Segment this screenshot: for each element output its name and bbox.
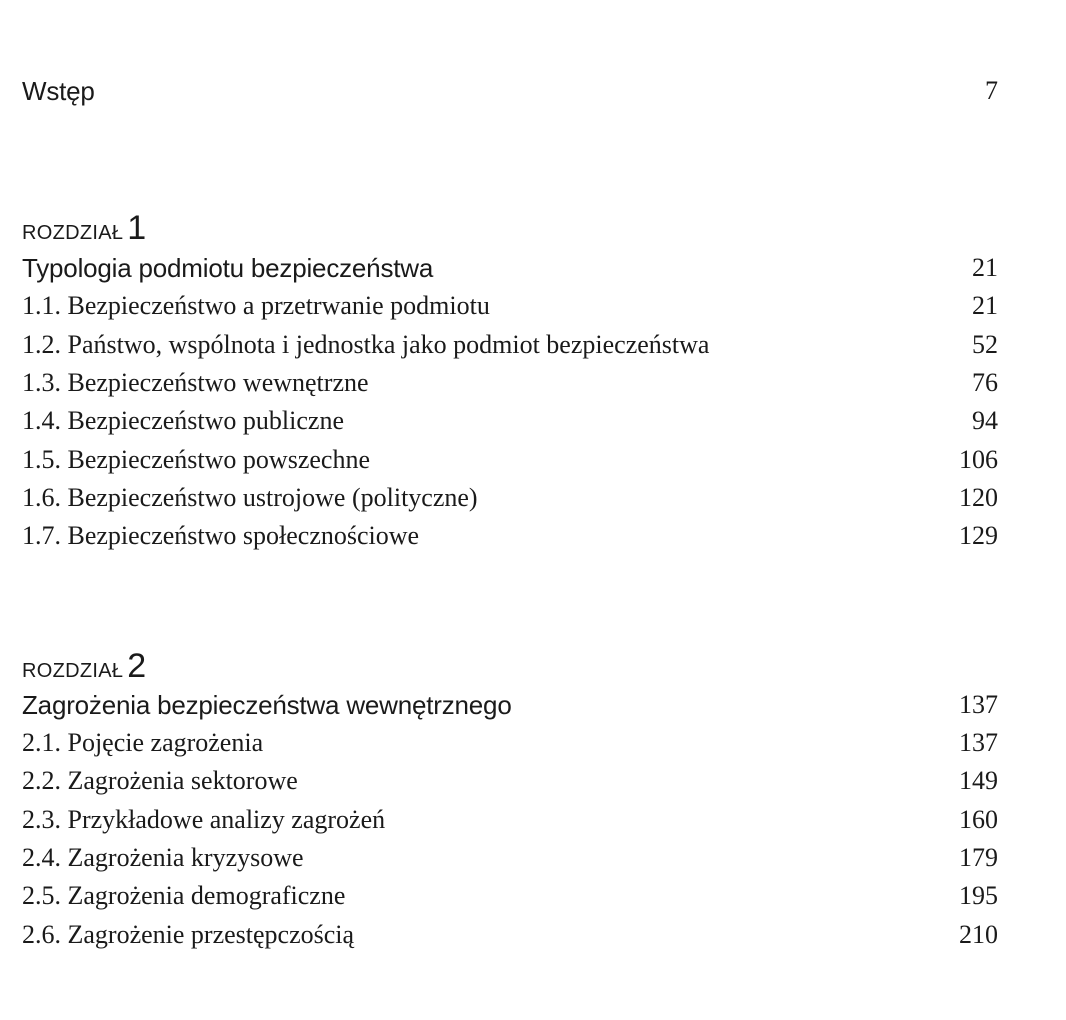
entry-page: 210 xyxy=(959,920,998,949)
chapter-heading-1: ROZDZIAŁ 1 xyxy=(22,208,146,248)
entry-page: 94 xyxy=(972,406,998,435)
toc-entry: 2.5. Zagrożenia demograficzne 195 xyxy=(22,877,998,915)
entry-title: 2.4. Zagrożenia kryzysowe xyxy=(22,843,304,872)
entry-title: 2.5. Zagrożenia demograficzne xyxy=(22,881,346,910)
entry-page: 179 xyxy=(959,843,998,872)
entry-page: 137 xyxy=(959,728,998,757)
toc-entry: 1.5. Bezpieczeństwo powszechne 106 xyxy=(22,441,998,479)
entry-title: 1.5. Bezpieczeństwo powszechne xyxy=(22,445,370,474)
entry-title: Typologia podmiotu bezpieczeństwa xyxy=(22,253,434,283)
toc-entry: 1.7. Bezpieczeństwo społecznościowe 129 xyxy=(22,517,998,555)
entry-page: 21 xyxy=(972,291,998,320)
toc-entry: 2.6. Zagrożenie przestępczością 210 xyxy=(22,916,998,954)
entry-page: 149 xyxy=(959,766,998,795)
toc-entry-chapter-1: Typologia podmiotu bezpieczeństwa 21 xyxy=(22,249,998,287)
entry-page: 76 xyxy=(972,368,998,397)
entry-title: 1.6. Bezpieczeństwo ustrojowe (polityczn… xyxy=(22,483,478,512)
entry-page: 120 xyxy=(959,483,998,512)
chapter-heading-2: ROZDZIAŁ 2 xyxy=(22,646,146,686)
entry-page: 129 xyxy=(959,521,998,550)
entry-title: 2.2. Zagrożenia sektorowe xyxy=(22,766,298,795)
toc-entry: 1.6. Bezpieczeństwo ustrojowe (polityczn… xyxy=(22,479,998,517)
entry-page: 52 xyxy=(972,330,998,359)
toc-entry: 1.4. Bezpieczeństwo publiczne 94 xyxy=(22,402,998,440)
entry-page: 137 xyxy=(959,690,998,719)
entry-page: 7 xyxy=(985,76,998,105)
toc-entry: 2.2. Zagrożenia sektorowe 149 xyxy=(22,762,998,800)
entry-title: 1.4. Bezpieczeństwo publiczne xyxy=(22,406,344,435)
entry-title: 2.6. Zagrożenie przestępczością xyxy=(22,920,355,949)
entry-title: 1.3. Bezpieczeństwo wewnętrzne xyxy=(22,368,369,397)
entry-title: 2.1. Pojęcie zagrożenia xyxy=(22,728,264,757)
entry-page: 195 xyxy=(959,881,998,910)
toc-entry: 2.3. Przykładowe analizy zagrożeń 160 xyxy=(22,801,998,839)
entry-title: 1.2. Państwo, wspólnota i jednostka jako… xyxy=(22,330,710,359)
entry-title: Zagrożenia bezpieczeństwa wewnętrznego xyxy=(22,690,512,720)
toc-entry: 1.2. Państwo, wspólnota i jednostka jako… xyxy=(22,326,998,364)
entry-page: 106 xyxy=(959,445,998,474)
entry-title: 1.7. Bezpieczeństwo społecznościowe xyxy=(22,521,420,550)
entry-title: Wstęp xyxy=(22,76,95,106)
entry-page: 21 xyxy=(972,253,998,282)
toc-entry: 1.1. Bezpieczeństwo a przetrwanie podmio… xyxy=(22,287,998,325)
toc-entry: 1.3. Bezpieczeństwo wewnętrzne 76 xyxy=(22,364,998,402)
toc-entry: 2.4. Zagrożenia kryzysowe 179 xyxy=(22,839,998,877)
toc-entry-intro: Wstęp 7 xyxy=(22,72,998,110)
chapter-label: ROZDZIAŁ xyxy=(22,222,124,244)
chapter-label: ROZDZIAŁ xyxy=(22,660,124,682)
entry-title: 1.1. Bezpieczeństwo a przetrwanie podmio… xyxy=(22,291,490,320)
chapter-number: 1 xyxy=(127,209,147,247)
entry-title: 2.3. Przykładowe analizy zagrożeń xyxy=(22,805,386,834)
chapter-number: 2 xyxy=(127,647,147,685)
entry-page: 160 xyxy=(959,805,998,834)
toc-entry: 2.1. Pojęcie zagrożenia 137 xyxy=(22,724,998,762)
toc-entry-chapter-2: Zagrożenia bezpieczeństwa wewnętrznego 1… xyxy=(22,686,998,724)
